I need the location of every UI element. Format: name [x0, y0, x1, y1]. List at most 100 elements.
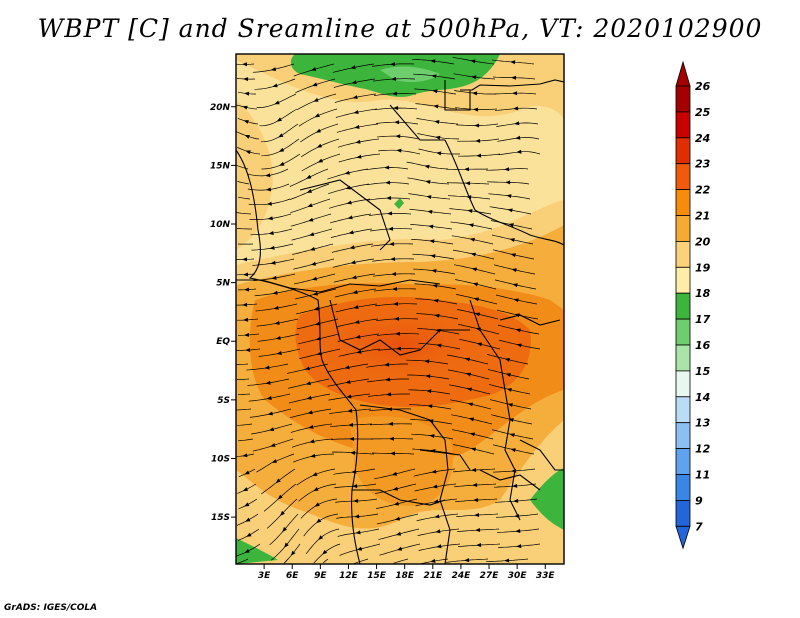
streamline-arrow — [427, 404, 433, 409]
streamline-arrow — [469, 237, 475, 242]
lon-tick-label: 24E — [452, 571, 472, 581]
streamline-arrow — [244, 287, 250, 292]
streamline-arrow — [356, 349, 362, 354]
longitude-axis: 3E 6E 9E 12E 15E 18E 21E 24E 27E 30E 33E — [258, 564, 555, 581]
streamline-arrow — [393, 501, 399, 506]
colorbar-label: 13 — [695, 417, 711, 430]
streamline-arrow — [313, 306, 319, 311]
streamline-arrow — [510, 60, 516, 65]
streamline-arrow — [351, 469, 357, 474]
streamline-arrow — [266, 201, 272, 206]
streamline-arrow — [349, 436, 354, 441]
streamline-arrow — [347, 408, 353, 413]
streamline-arrow — [395, 331, 401, 336]
colorbar-label: 12 — [695, 443, 711, 456]
streamline-arrow — [516, 343, 522, 348]
streamline-arrow — [243, 272, 249, 277]
streamline-arrow — [349, 245, 355, 250]
colorbar-segment — [675, 396, 691, 424]
lat-tick-label: EQ — [216, 337, 230, 347]
streamline-arrow — [470, 252, 476, 257]
streamline-arrow — [472, 282, 478, 287]
streamline-arrow — [473, 297, 479, 302]
streamline-arrow — [506, 194, 512, 198]
colorbar-top-arrow — [675, 60, 691, 87]
colorbar-label: 24 — [695, 132, 710, 145]
streamline-arrow — [346, 200, 352, 205]
streamline-arrow — [430, 59, 436, 64]
streamline-arrow — [313, 487, 319, 492]
streamline-arrow — [277, 494, 283, 500]
streamline-arrow — [354, 514, 360, 519]
streamline — [237, 378, 250, 380]
streamline-arrow — [386, 196, 392, 200]
streamline-arrow — [244, 91, 250, 96]
streamline-arrow — [388, 226, 394, 231]
streamline-arrow — [466, 387, 472, 392]
streamline-arrow — [507, 403, 513, 407]
lon-tick-label: 12E — [339, 571, 359, 581]
streamline — [236, 228, 252, 230]
streamline-arrow — [310, 67, 317, 71]
streamline-arrow — [389, 436, 394, 441]
streamline-arrow — [511, 468, 517, 473]
lon-tick-label: 27E — [480, 571, 500, 581]
streamline — [238, 438, 254, 442]
colorbar-label: 9 — [695, 494, 703, 507]
streamline-arrow — [392, 286, 398, 291]
streamline-arrow — [431, 74, 437, 79]
streamline-arrow — [505, 373, 511, 377]
streamline — [237, 423, 253, 426]
streamline-arrow — [311, 276, 318, 281]
streamline-arrow — [350, 65, 356, 70]
colorbar-label: 11 — [695, 469, 710, 482]
streamline-arrow — [317, 158, 323, 163]
streamline-arrow — [353, 305, 359, 309]
colorbar-segment — [675, 240, 691, 268]
streamline — [237, 393, 251, 396]
streamline-arrow — [313, 97, 319, 102]
streamline-arrow — [345, 380, 351, 384]
streamline — [236, 408, 252, 411]
colorbar-label: 21 — [695, 210, 710, 223]
streamline-arrow — [308, 424, 314, 429]
streamline-arrow — [433, 104, 439, 109]
streamline-arrow — [245, 517, 251, 522]
streamline-arrow — [392, 91, 398, 96]
streamline-arrow — [351, 275, 357, 280]
streamline-arrow — [244, 135, 250, 139]
streamline-arrow — [270, 67, 277, 71]
colorbar-label: 14 — [695, 391, 710, 404]
streamline — [238, 196, 251, 200]
streamline — [283, 558, 289, 564]
streamline-arrow — [355, 334, 361, 339]
streamline-arrow — [389, 242, 395, 246]
streamline-arrow — [514, 121, 520, 126]
streamline-arrow — [278, 133, 284, 138]
streamline-arrow — [476, 342, 482, 347]
streamline-arrow — [508, 418, 514, 422]
streamline-arrow — [390, 257, 396, 261]
streamline-arrow — [435, 135, 441, 140]
streamline-arrow — [468, 223, 474, 228]
streamline-arrow — [351, 80, 357, 85]
streamline-arrow — [306, 395, 312, 400]
streamlines — [236, 56, 541, 564]
streamline-arrow — [465, 372, 471, 377]
streamline-arrow — [396, 546, 403, 551]
streamline-arrow — [466, 195, 472, 199]
streamline-arrow — [512, 91, 518, 96]
streamline-arrow — [386, 392, 392, 397]
colorbar-segment — [675, 292, 691, 320]
streamline-arrow — [510, 253, 516, 258]
streamline-arrow — [430, 449, 436, 453]
streamline-arrow — [267, 411, 273, 416]
streamline-arrow — [270, 260, 276, 265]
streamline-arrow — [471, 267, 477, 272]
streamline-arrow — [392, 486, 398, 491]
streamline-arrow — [276, 351, 282, 355]
streamline-arrow — [434, 514, 440, 519]
streamline-arrow — [354, 124, 360, 129]
streamline-arrow — [468, 417, 474, 422]
